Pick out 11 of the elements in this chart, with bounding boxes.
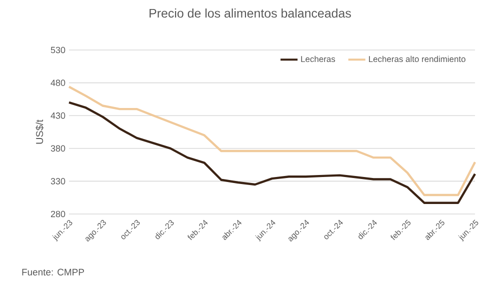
y-tick-label: 380 <box>50 145 66 152</box>
source-note: Fuente: CMPP <box>22 268 84 276</box>
y-tick-label: 430 <box>50 112 66 119</box>
y-tick-label: 480 <box>50 80 66 86</box>
legend-label: Lecheras alto rendimiento <box>369 56 466 62</box>
y-axis-title: US$/t <box>36 120 44 144</box>
y-tick-label: 330 <box>50 178 66 184</box>
y-tick-label: 280 <box>50 210 66 218</box>
y-tick-label: 530 <box>50 46 66 54</box>
chart-title: Precio de los alimentos balanceadas <box>150 8 351 18</box>
legend-label: Lecheras <box>301 56 336 62</box>
